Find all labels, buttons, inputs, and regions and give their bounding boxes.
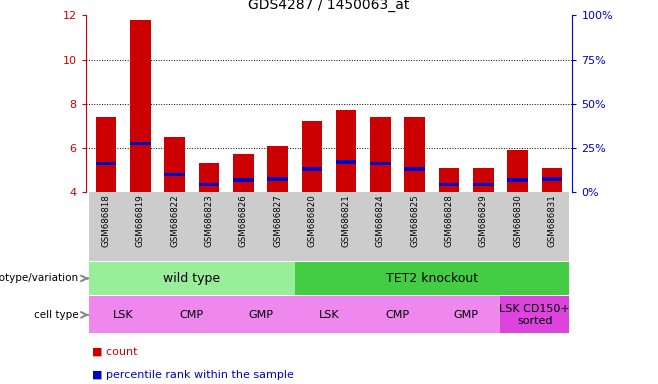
Bar [405,117,425,192]
Text: GSM686830: GSM686830 [513,194,522,247]
Text: CMP: CMP [180,310,204,320]
Text: wild type: wild type [163,272,220,285]
Bar [89,296,157,333]
Bar [261,192,295,261]
Bar [157,192,192,261]
Bar [226,296,295,333]
Bar [164,137,185,192]
Bar [473,168,494,192]
Bar [542,177,562,180]
Bar [267,146,288,192]
Bar [295,192,329,261]
Text: GSM686819: GSM686819 [136,194,145,247]
Bar [192,192,226,261]
Bar [295,262,569,295]
Bar [301,167,322,170]
Text: GSM686825: GSM686825 [410,194,419,247]
Bar [301,121,322,192]
Bar [233,178,253,182]
Bar [439,168,459,192]
Bar [501,296,569,333]
Bar [164,172,185,176]
Text: GSM686822: GSM686822 [170,194,179,247]
Text: GSM686828: GSM686828 [445,194,453,247]
Text: ■ percentile rank within the sample: ■ percentile rank within the sample [92,369,294,380]
Text: GSM686831: GSM686831 [547,194,557,247]
Text: ■ count: ■ count [92,346,138,357]
Text: GSM686820: GSM686820 [307,194,316,247]
Title: GDS4287 / 1450063_at: GDS4287 / 1450063_at [248,0,410,12]
Bar [267,177,288,180]
Text: LSK: LSK [113,310,134,320]
Bar [432,192,466,261]
Text: GMP: GMP [248,310,273,320]
Bar [507,150,528,192]
Bar [226,192,261,261]
Text: GSM686821: GSM686821 [342,194,351,247]
Bar [295,296,363,333]
Text: CMP: CMP [386,310,410,320]
Bar [157,296,226,333]
Bar [123,192,157,261]
Text: GMP: GMP [453,310,478,320]
Bar [370,117,391,192]
Bar [363,296,432,333]
Bar [542,168,562,192]
Text: TET2 knockout: TET2 knockout [386,272,478,285]
Bar [439,182,459,186]
Bar [199,182,219,186]
Text: GSM686829: GSM686829 [479,194,488,247]
Text: GSM686818: GSM686818 [101,194,111,247]
Text: LSK CD150+
sorted: LSK CD150+ sorted [499,304,570,326]
Bar [466,192,501,261]
Bar [535,192,569,261]
Text: genotype/variation: genotype/variation [0,273,79,283]
Bar [130,20,151,192]
Bar [233,154,253,192]
Text: LSK: LSK [318,310,340,320]
Bar [130,142,151,145]
Bar [473,182,494,186]
Bar [89,262,295,295]
Bar [432,296,501,333]
Text: cell type: cell type [34,310,79,320]
Text: GSM686827: GSM686827 [273,194,282,247]
Bar [336,110,357,192]
Bar [397,192,432,261]
Bar [336,161,357,164]
Bar [405,167,425,170]
Bar [501,192,535,261]
Bar [507,178,528,182]
Text: GSM686823: GSM686823 [205,194,213,247]
Bar [363,192,397,261]
Bar [370,162,391,165]
Text: GSM686824: GSM686824 [376,194,385,247]
Bar [96,117,116,192]
Text: GSM686826: GSM686826 [239,194,248,247]
Bar [199,163,219,192]
Bar [329,192,363,261]
Bar [89,192,123,261]
Bar [96,162,116,165]
